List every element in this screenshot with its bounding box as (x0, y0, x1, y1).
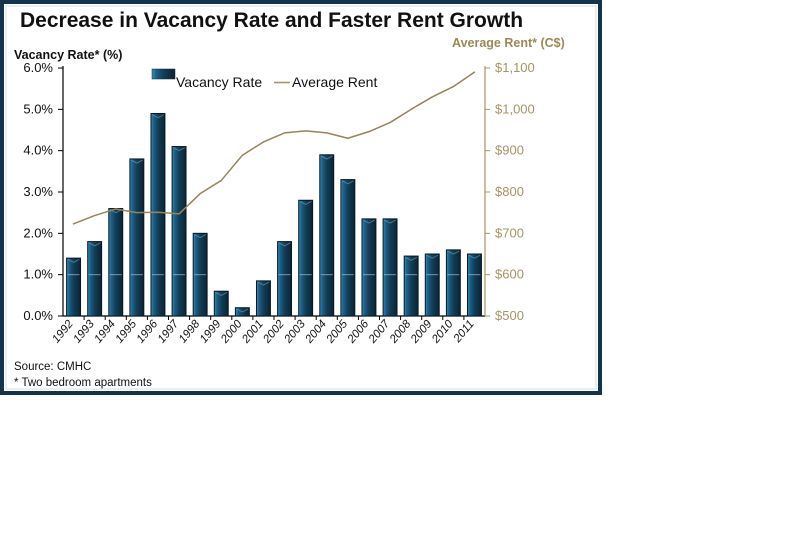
svg-text:$500: $500 (495, 308, 524, 323)
svg-text:$800: $800 (495, 184, 524, 199)
svg-text:Average Rent: Average Rent (292, 74, 377, 90)
svg-text:Average Rent* (C$): Average Rent* (C$) (452, 36, 565, 50)
svg-text:Decrease in Vacancy Rate and F: Decrease in Vacancy Rate and Faster Rent… (20, 9, 523, 32)
svg-text:3.0%: 3.0% (23, 184, 53, 199)
svg-text:$900: $900 (495, 143, 524, 158)
svg-text:0.0%: 0.0% (23, 308, 53, 323)
svg-text:$1,100: $1,100 (495, 60, 535, 75)
svg-text:$700: $700 (495, 225, 524, 240)
svg-text:Vacancy Rate* (%): Vacancy Rate* (%) (14, 48, 122, 62)
svg-text:1.0%: 1.0% (23, 267, 53, 282)
svg-text:$600: $600 (495, 267, 524, 282)
svg-text:5.0%: 5.0% (23, 101, 53, 116)
svg-text:Vacancy Rate: Vacancy Rate (176, 74, 262, 90)
svg-text:4.0%: 4.0% (23, 143, 53, 158)
svg-text:* Two bedroom apartments: * Two bedroom apartments (14, 377, 152, 389)
svg-text:$1,000: $1,000 (495, 101, 535, 116)
svg-text:2.0%: 2.0% (23, 225, 53, 240)
svg-text:6.0%: 6.0% (23, 60, 53, 75)
svg-text:Source: CMHC: Source: CMHC (14, 361, 91, 373)
